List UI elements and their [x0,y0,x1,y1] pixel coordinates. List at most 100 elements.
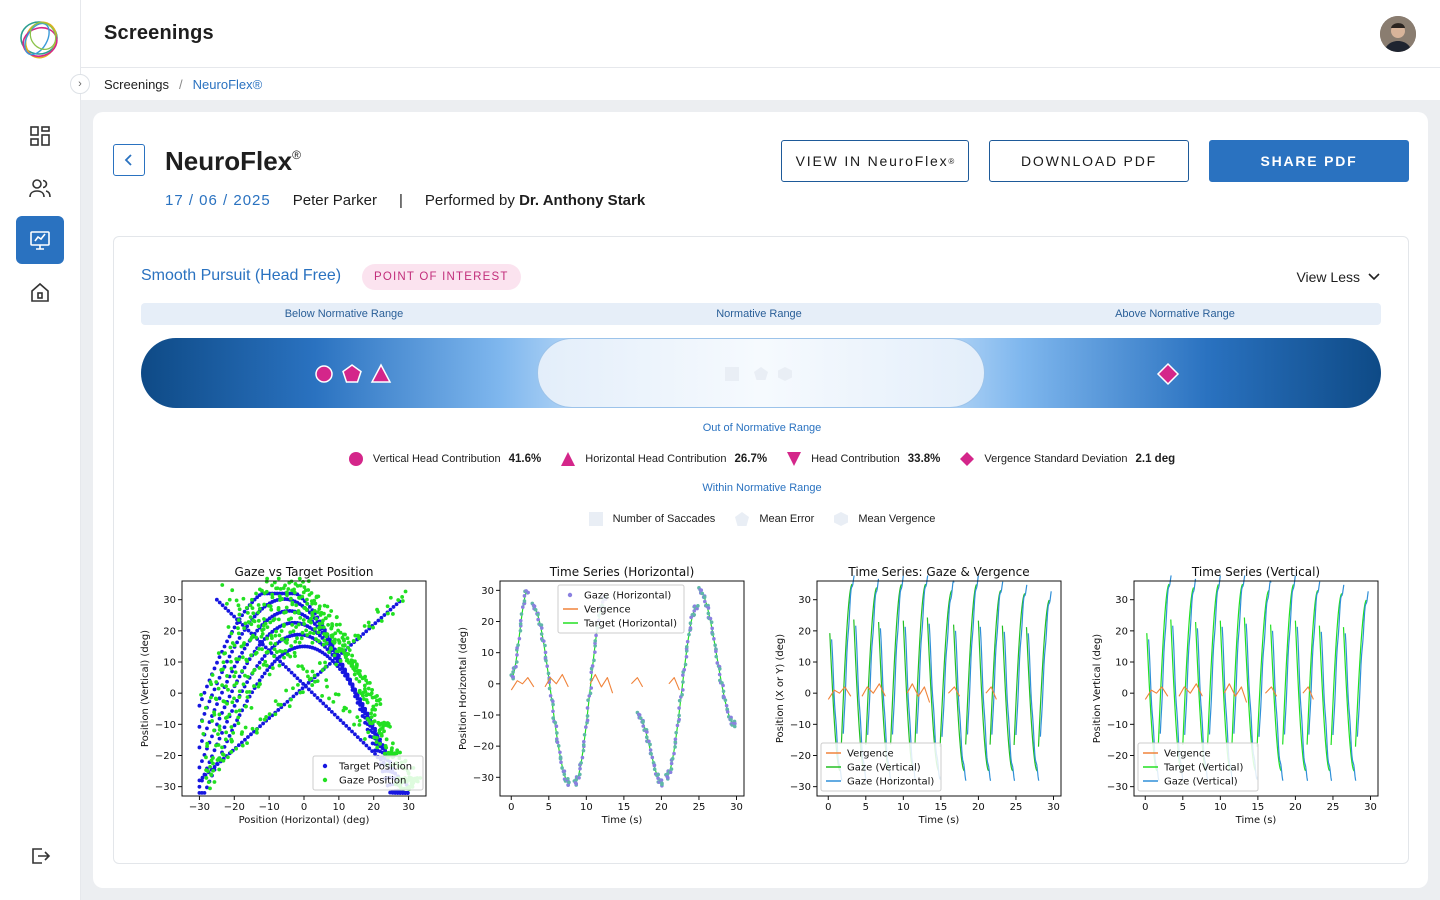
chart-3: Time Series: Gaze & Vergence 0 5 10 15 20 25 30… [775,565,1062,826]
gaze-point [322,638,327,643]
nav-logout[interactable] [16,832,64,880]
gaze-point [258,717,263,722]
gaze-point [265,636,270,641]
gaze-point [208,764,212,769]
y-tick-label: −10 [155,720,176,731]
gaze-point [334,662,339,667]
gaze-point [291,686,295,691]
gaze-point [319,610,324,615]
target-point [350,729,354,734]
series-a-line [890,584,902,745]
nav-home[interactable] [16,268,64,316]
gaze-point [268,620,273,625]
series-a-line [865,587,878,745]
user-avatar[interactable] [1380,16,1416,52]
target-point [255,628,260,633]
gaze-point [282,610,287,615]
target-point [235,698,239,703]
gaze-point [677,706,681,710]
gaze-point [244,606,249,610]
breadcrumb-root[interactable]: Screenings [104,76,170,92]
gaze-point [342,638,346,643]
legend-label: Vergence [1164,749,1211,760]
gaze-point [224,730,229,735]
y-tick-label: 20 [1115,626,1128,637]
target-point [306,687,311,692]
gaze-point [352,722,356,727]
gaze-point [216,732,220,736]
performed-by-name: Dr. Anthony Stark [519,192,646,209]
gaze-point [369,715,374,720]
normative-range-zone [537,338,985,408]
gaze-point [272,580,277,585]
gaze-point [309,676,314,681]
gaze-point [234,709,239,714]
y-tick-label: −30 [790,782,811,793]
pentagon-marker-icon [735,512,750,526]
x-tick-label: 10 [332,802,345,813]
view-in-neuroflex-button[interactable]: VIEW IN NeuroFlex ® [781,140,969,182]
target-point [405,790,410,795]
gaze-point [372,713,377,718]
target-point [376,618,381,623]
gaze-point [232,674,237,679]
nav-patients[interactable] [16,164,64,212]
gaze-point [300,664,304,669]
gaze-point [223,651,228,656]
target-point [350,684,355,689]
target-point [232,614,237,619]
target-point [261,721,266,726]
legend-label: Gaze Position [339,776,406,787]
gaze-point [589,686,594,690]
gaze-point [263,659,268,664]
view-less-toggle[interactable]: View Less [1296,269,1380,285]
marker-mean-vergence [778,367,792,381]
series-b-line [1332,584,1345,736]
target-point [355,696,360,701]
gaze-point [291,629,296,634]
gaze-point [325,684,329,689]
gaze-point [368,692,373,697]
gaze-point [285,593,289,598]
gaze-point [272,647,277,652]
series-a-line [1342,627,1355,772]
y-tick-label: −20 [790,751,811,762]
target-point [391,605,396,609]
target-point [327,661,332,666]
target-point [340,664,345,668]
metric-value: 41.6% [508,453,542,465]
smooth-pursuit-panel: Smooth Pursuit (Head Free) POINT OF INTE… [113,236,1409,864]
vergence-line [510,677,535,691]
gaze-point [374,735,379,740]
target-point [200,775,205,780]
target-point [217,736,222,741]
gaze-point [673,737,678,741]
gaze-point [350,653,355,658]
nav-screenings[interactable] [16,216,64,264]
target-point [239,740,244,745]
target-point [230,669,234,674]
gaze-point [225,601,229,606]
gaze-point [375,745,380,750]
gaze-point [330,633,335,638]
breadcrumb-current[interactable]: NeuroFlex® [192,76,263,92]
gaze-point [373,695,377,700]
target-point [309,690,314,695]
target-point [373,621,378,626]
nav-dashboard[interactable] [16,112,64,160]
series-b-line [1039,591,1052,737]
target-point [202,712,207,716]
gaze-point [519,612,524,616]
gaze-point [385,604,390,609]
gaze-point [249,706,254,710]
gaze-point [334,615,339,619]
share-pdf-button[interactable]: SHARE PDF [1209,140,1409,182]
gaze-point [262,591,267,596]
gaze-point [320,694,325,698]
gaze-point [305,633,310,637]
sidebar-collapse-toggle[interactable]: › [70,74,90,94]
y-tick-label: 10 [163,658,176,669]
gaze-point [279,637,284,642]
back-button[interactable] [113,144,145,176]
download-pdf-button[interactable]: DOWNLOAD PDF [989,140,1189,182]
